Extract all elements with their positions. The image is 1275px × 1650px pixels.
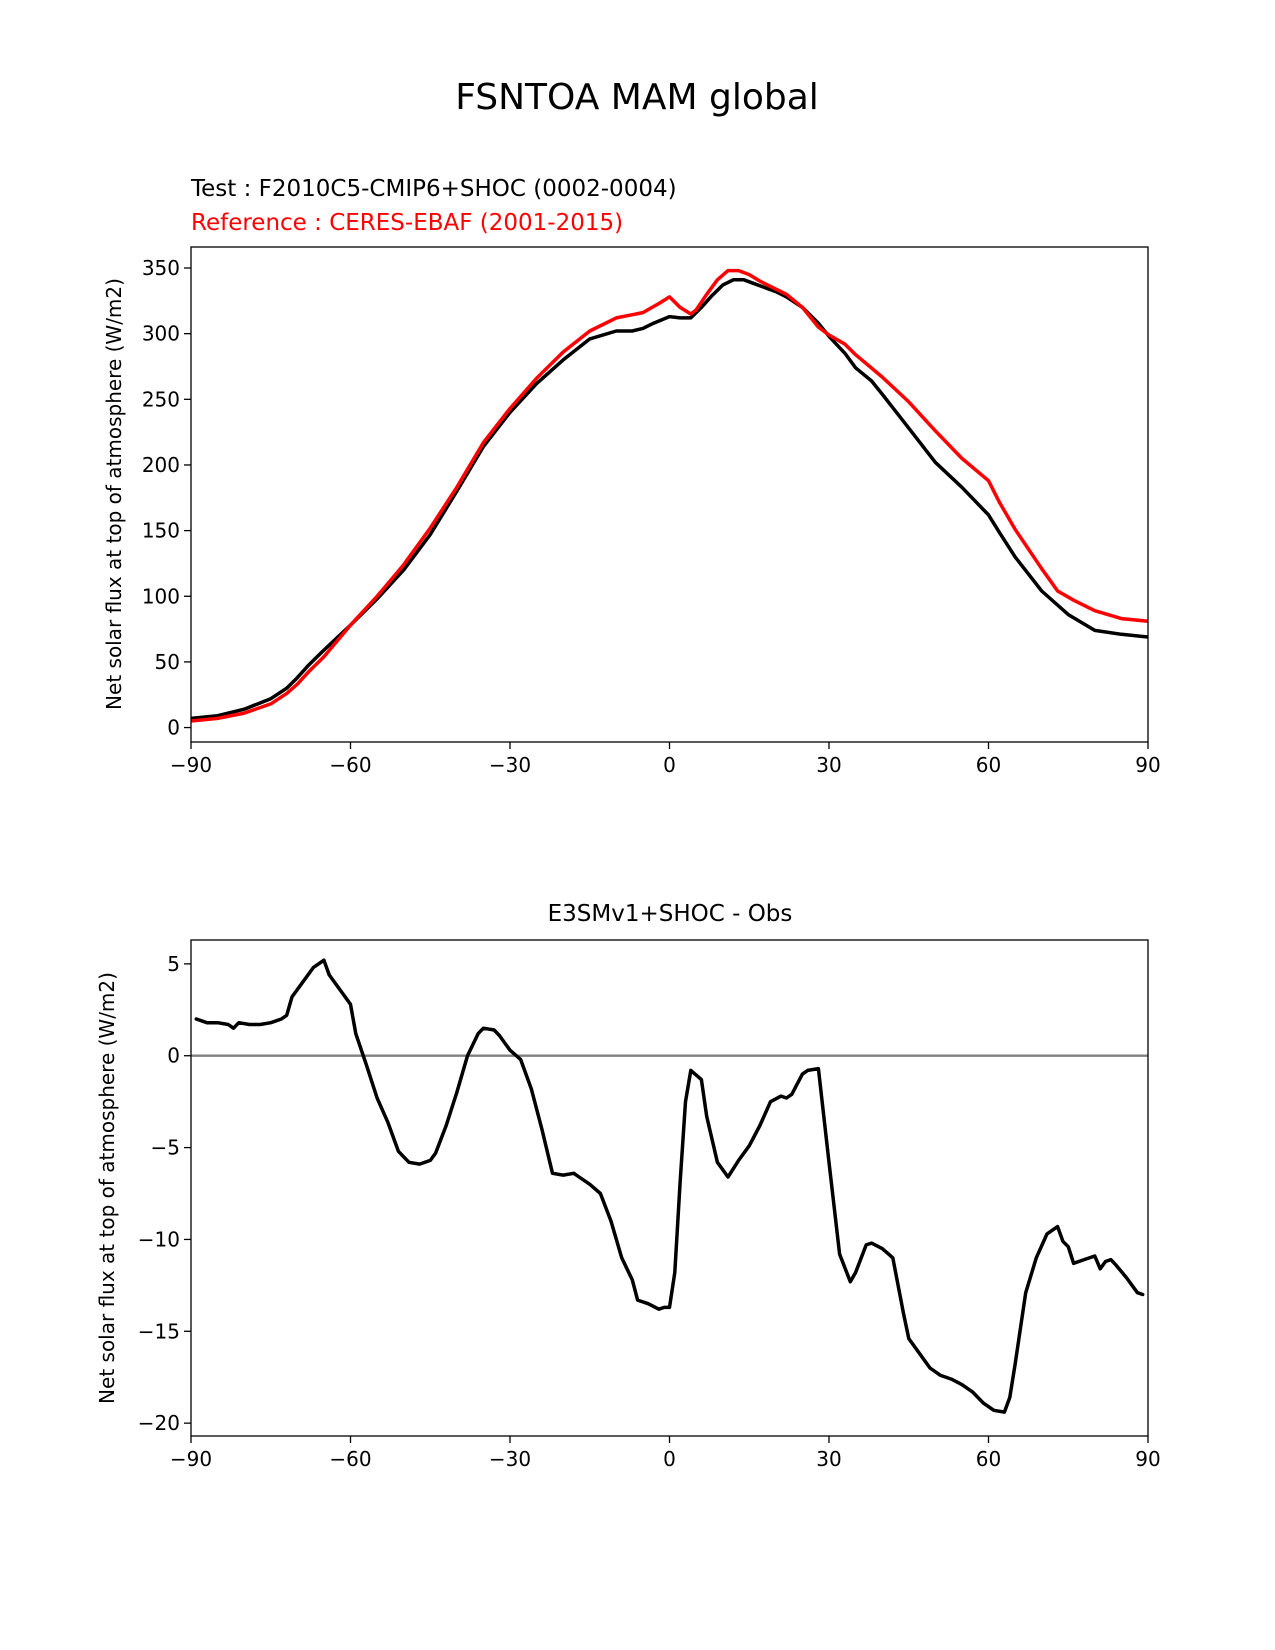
bottom-y-axis-label: Net solar flux at top of atmosphere (W/m… [95,972,119,1404]
top-x-tick-label: 90 [1135,753,1160,777]
top-y-tick-label: 100 [142,584,180,608]
top-x-tick-label: −60 [329,753,371,777]
bottom-x-tick-label: 90 [1135,1447,1160,1471]
test-label: Test : F2010C5-CMIP6+SHOC (0002-0004) [190,176,677,202]
top-y-tick-label: 350 [142,256,180,280]
top-panel: Test : F2010C5-CMIP6+SHOC (0002-0004) Re… [102,176,1161,777]
top-x-tick-label: −90 [170,753,212,777]
top-x-tick-label: 60 [976,753,1001,777]
figure-title: FSNTOA MAM global [455,77,819,118]
top-x-tick-label: −30 [489,753,531,777]
top-y-tick-label: 150 [142,519,180,543]
top-y-axis-label: Net solar flux at top of atmosphere (W/m… [102,278,126,710]
bottom-y-tick-label: 5 [167,952,180,976]
top-plot-area: −90 −60 −30 0 30 60 90 0 50 100 150 200 250 300 350 [142,246,1161,777]
bottom-y-tick-label: −10 [138,1227,180,1251]
bottom-y-tick-label: 0 [167,1044,180,1068]
bottom-x-tick-label: −90 [170,1447,212,1471]
bottom-plot-area: −90 −60 −30 0 30 60 90 5 0 −5 −10 −15 −20 [138,939,1161,1471]
top-y-tick-label: 0 [167,716,180,740]
top-y-tick-label: 50 [155,650,180,674]
top-x-tick-label: 0 [663,753,676,777]
bottom-x-tick-label: −60 [329,1447,371,1471]
top-y-tick-label: 250 [142,387,180,411]
bottom-x-tick-label: 30 [816,1447,841,1471]
top-y-tick-label: 200 [142,453,180,477]
bottom-x-tick-label: 0 [663,1447,676,1471]
top-series-reference [191,268,1148,723]
bottom-y-tick-label: −15 [138,1319,180,1343]
bottom-panel-title: E3SMv1+SHOC - Obs [548,901,793,927]
top-y-tick-label: 300 [142,322,180,346]
bottom-x-tick-label: 60 [976,1447,1001,1471]
bottom-panel: E3SMv1+SHOC - Obs Net solar flux at top … [95,901,1161,1471]
bottom-x-tick-label: −30 [489,1447,531,1471]
reference-label: Reference : CERES-EBAF (2001-2015) [191,210,623,236]
bottom-y-tick-label: −5 [151,1136,180,1160]
top-x-tick-label: 30 [816,753,841,777]
bottom-series-diff [194,958,1145,1414]
bottom-y-tick-label: −20 [138,1411,180,1435]
